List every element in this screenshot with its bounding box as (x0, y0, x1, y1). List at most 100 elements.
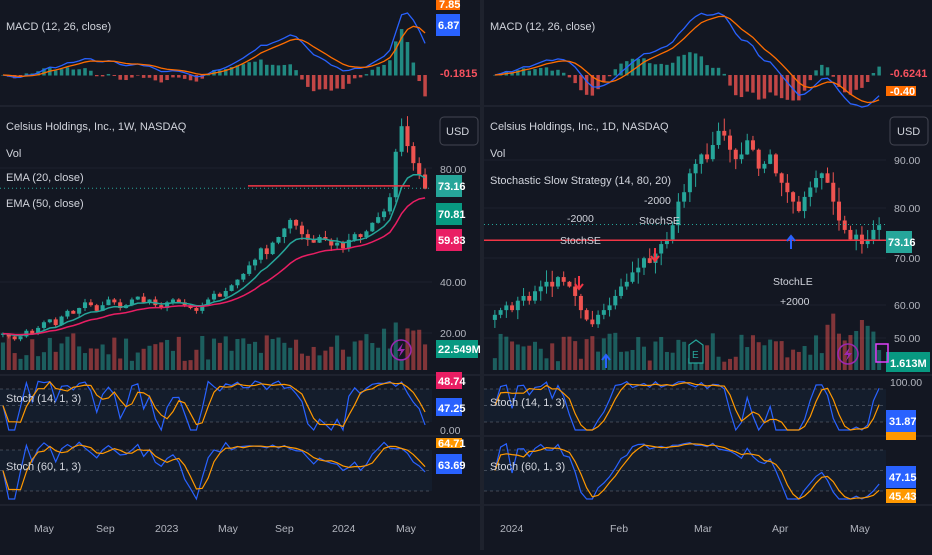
macd-histogram-bar (188, 75, 193, 81)
candle (796, 201, 801, 212)
macd-histogram-bar (510, 72, 514, 76)
right-chart-panel[interactable]: MACD (12, 26, close) Celsius Holdings, I… (484, 0, 932, 550)
macd-pane[interactable] (1, 12, 427, 97)
price-tag-bg (436, 372, 462, 389)
volume-bar (141, 348, 146, 370)
macd-histogram-bar (642, 58, 646, 76)
candle (88, 302, 93, 306)
macd-hist-tag: -0.1815 (440, 68, 477, 80)
candle (53, 319, 58, 326)
macd-histogram-bar (722, 73, 726, 76)
volume-bar (124, 338, 129, 370)
time-axis[interactable]: 2024 Feb Mar Apr May (500, 523, 871, 535)
candle (504, 305, 509, 311)
earnings-icon[interactable] (688, 339, 704, 364)
volume-bar (59, 343, 64, 370)
volume-bar (831, 313, 836, 370)
macd-line (2, 12, 426, 79)
volume-bar (670, 352, 675, 370)
volume-bar (18, 358, 23, 370)
earnings-icon: E (692, 350, 699, 361)
candle (194, 308, 199, 311)
candle (335, 242, 340, 246)
signal-name: StochLE (773, 276, 813, 288)
signal-qty: -2000 (644, 195, 671, 207)
candle (831, 182, 836, 202)
macd-histogram-bar (865, 75, 870, 82)
volume-bar (317, 355, 322, 370)
candle (235, 279, 240, 286)
price-tag-bg (886, 352, 930, 372)
macd-histogram-bar (567, 75, 572, 78)
stoch-k-line (2, 380, 426, 432)
candle (745, 140, 750, 155)
volume-bar (264, 335, 269, 370)
candle (165, 302, 170, 309)
macd-histogram-bar (223, 69, 228, 76)
volume-bar (47, 337, 52, 370)
volume-bar (176, 336, 181, 370)
volume-bar (527, 345, 532, 370)
volume-bar (118, 358, 123, 370)
price-pane[interactable] (0, 116, 432, 370)
volume-bar (276, 337, 281, 370)
earnings-icon[interactable] (875, 343, 889, 363)
candle (865, 239, 870, 245)
macd-pane[interactable] (493, 12, 881, 108)
currency-button[interactable] (439, 116, 479, 146)
price-pane[interactable] (484, 118, 886, 370)
lightning-icon[interactable] (837, 343, 859, 365)
volume-bar (578, 358, 583, 370)
volume-bar (323, 350, 328, 370)
currency-button[interactable] (889, 116, 929, 146)
macd-histogram-bar (705, 65, 709, 76)
volume-bar (288, 347, 293, 370)
volume-bar (88, 348, 93, 370)
candle (728, 135, 733, 150)
macd-histogram-bar (112, 75, 117, 76)
macd-histogram-bar (693, 53, 698, 76)
macd-histogram-bar (734, 75, 738, 96)
macd-histogram-bar (590, 75, 595, 96)
candle (814, 178, 819, 188)
macd-histogram-bar (259, 59, 263, 76)
candle (750, 140, 755, 150)
macd-histogram-bar (665, 64, 669, 76)
volume-bar (636, 337, 641, 370)
volume-bar (871, 331, 876, 370)
stoch14-pane[interactable] (0, 380, 432, 432)
time-axis[interactable]: May Sep 2023 May Sep 2024 May (34, 523, 417, 535)
stoch60-pane[interactable] (0, 441, 432, 501)
candle (630, 272, 635, 282)
volume-bar (153, 344, 158, 370)
volume-bar (364, 334, 369, 370)
macd-histogram-bar (745, 75, 749, 92)
right-chart-svg[interactable]: MACD (12, 26, close) Celsius Holdings, I… (484, 0, 932, 550)
macd-histogram-bar (417, 75, 421, 82)
lightning-icon[interactable] (390, 339, 412, 361)
last-price-tag: 73.16 (888, 237, 916, 249)
macd-histogram-bar (141, 75, 146, 78)
volume-bar (624, 351, 629, 370)
candle (118, 302, 123, 309)
signal-name: StochSE (639, 215, 680, 227)
macd-histogram-bar (774, 75, 778, 96)
macd-histogram-bar (843, 75, 847, 93)
left-chart-svg[interactable]: MACD (12, 26, close) Celsius Holdings, I… (0, 0, 481, 550)
candle (573, 286, 578, 296)
candle (596, 314, 601, 325)
panel-divider[interactable] (480, 0, 484, 550)
volume-bar (590, 336, 595, 370)
candle (399, 126, 404, 152)
volume-bar (739, 334, 744, 370)
price-tick: 60.00 (894, 300, 920, 312)
candle (411, 146, 416, 164)
candle (30, 330, 35, 334)
stoch14-pane[interactable] (484, 380, 886, 432)
candle (106, 299, 111, 306)
time-tick: 2024 (332, 523, 356, 535)
currency-label: USD (897, 126, 920, 138)
left-chart-panel[interactable]: MACD (12, 26, close) Celsius Holdings, I… (0, 0, 481, 550)
candle (423, 174, 428, 189)
stoch60-pane[interactable] (484, 442, 886, 500)
